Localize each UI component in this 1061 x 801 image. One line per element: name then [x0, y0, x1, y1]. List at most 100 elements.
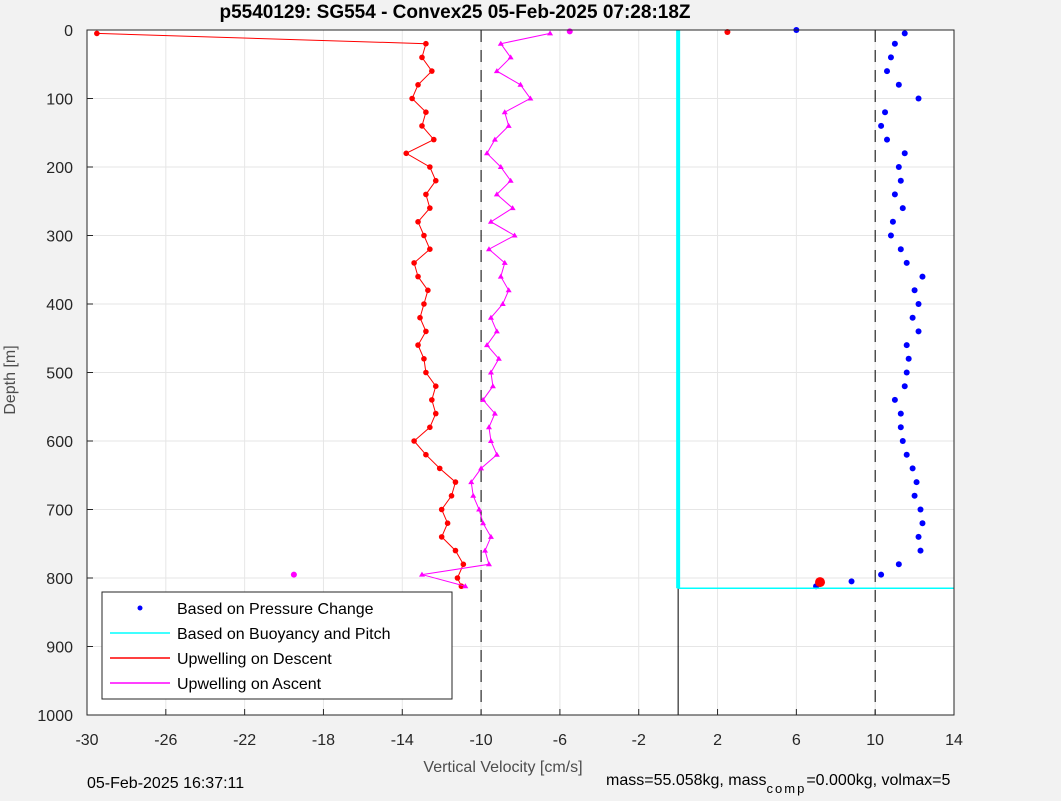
data-point: [460, 561, 467, 568]
data-point: [882, 109, 889, 116]
data-point: [484, 150, 491, 156]
x-tick-label: -18: [312, 732, 335, 749]
data-point: [505, 122, 512, 128]
y-tick-label: 900: [46, 640, 73, 657]
footer-comp-subscript: comp: [766, 781, 807, 796]
data-point: [889, 218, 896, 225]
data-point: [482, 547, 489, 553]
data-point: [891, 191, 898, 198]
data-point: [919, 520, 926, 527]
legend-label: Upwelling on Ascent: [177, 676, 322, 693]
data-point: [423, 451, 429, 458]
spike-point: [566, 28, 573, 35]
data-point: [484, 342, 491, 348]
data-point: [509, 205, 516, 211]
data-point: [497, 164, 504, 169]
data-point: [409, 95, 415, 102]
data-point: [903, 259, 910, 266]
y-axis-label: Depth [m]: [2, 345, 19, 414]
data-point: [485, 561, 492, 567]
x-axis: -30 -26 -22 -18 -14 -10 -6 -2 2 6 10 14: [75, 709, 963, 749]
x-tick-label: 2: [713, 732, 722, 749]
data-point: [505, 287, 512, 293]
data-point: [419, 123, 425, 129]
data-point: [887, 232, 894, 239]
data-point: [915, 533, 922, 540]
data-point: [901, 150, 908, 157]
data-point: [903, 451, 910, 458]
y-tick-label: 500: [46, 366, 73, 383]
y-tick-label: 300: [46, 229, 73, 246]
legend-label: Upwelling on Descent: [177, 651, 332, 668]
data-point: [884, 68, 891, 75]
data-point: [415, 219, 421, 225]
footer-mass-text: mass=55.058kg, mass: [606, 772, 767, 789]
data-point: [489, 383, 496, 389]
data-point: [913, 479, 920, 486]
x-tick-label: 14: [945, 732, 963, 749]
data-point: [468, 479, 475, 485]
data-point: [895, 561, 902, 568]
data-point: [423, 109, 429, 115]
data-point: [891, 40, 898, 47]
data-point: [487, 369, 494, 375]
data-point: [891, 396, 898, 403]
data-point: [905, 355, 912, 362]
data-point: [499, 301, 506, 306]
data-point: [911, 492, 918, 499]
data-point: [915, 301, 922, 307]
legend: Based on Pressure Change Based on Buoyanc…: [101, 591, 453, 700]
data-point: [427, 164, 433, 170]
data-point: [487, 533, 494, 539]
data-point: [491, 136, 498, 142]
data-point: [478, 465, 485, 471]
x-tick-label: -10: [470, 732, 493, 749]
data-point: [423, 369, 429, 376]
data-point: [501, 109, 508, 115]
data-point: [884, 136, 891, 143]
data-point: [878, 122, 885, 129]
data-point: [432, 383, 439, 390]
y-tick-label: 700: [46, 503, 73, 520]
series-upwelling-on-descent: [94, 30, 467, 590]
x-tick-label: -2: [632, 732, 646, 749]
data-point: [480, 520, 487, 526]
data-point: [493, 451, 500, 457]
data-point: [415, 82, 421, 88]
data-point: [427, 205, 433, 211]
x-tick-label: -6: [553, 732, 567, 749]
data-point: [497, 273, 504, 279]
data-point: [887, 54, 894, 61]
legend-marker: [137, 605, 143, 611]
data-point: [427, 246, 433, 252]
data-point: [848, 578, 855, 585]
chart-title: p5540129: SG554 - Convex25 05-Feb-2025 0…: [219, 2, 690, 23]
data-point: [899, 438, 906, 444]
reference-lines: [480, 30, 876, 715]
y-tick-label: 200: [46, 160, 73, 177]
data-point: [909, 465, 916, 472]
data-point: [403, 150, 410, 157]
x-tick-label: -30: [75, 732, 98, 749]
data-point: [901, 30, 908, 37]
data-point: [527, 95, 534, 101]
data-point: [493, 328, 500, 334]
data-point: [470, 492, 477, 498]
data-point: [452, 547, 459, 554]
data-point: [909, 314, 916, 321]
x-tick-label: -26: [154, 732, 177, 749]
x-tick-label: 10: [866, 732, 884, 749]
spike-point: [290, 571, 297, 578]
x-tick-label: -14: [391, 732, 414, 749]
data-point: [438, 506, 445, 513]
data-point: [899, 205, 906, 212]
data-point: [432, 410, 439, 417]
data-point: [487, 438, 494, 443]
data-point: [517, 81, 524, 87]
spike-point: [815, 577, 826, 588]
data-point: [497, 40, 504, 46]
data-point: [425, 287, 431, 294]
data-point: [511, 232, 518, 238]
data-point: [421, 301, 427, 307]
